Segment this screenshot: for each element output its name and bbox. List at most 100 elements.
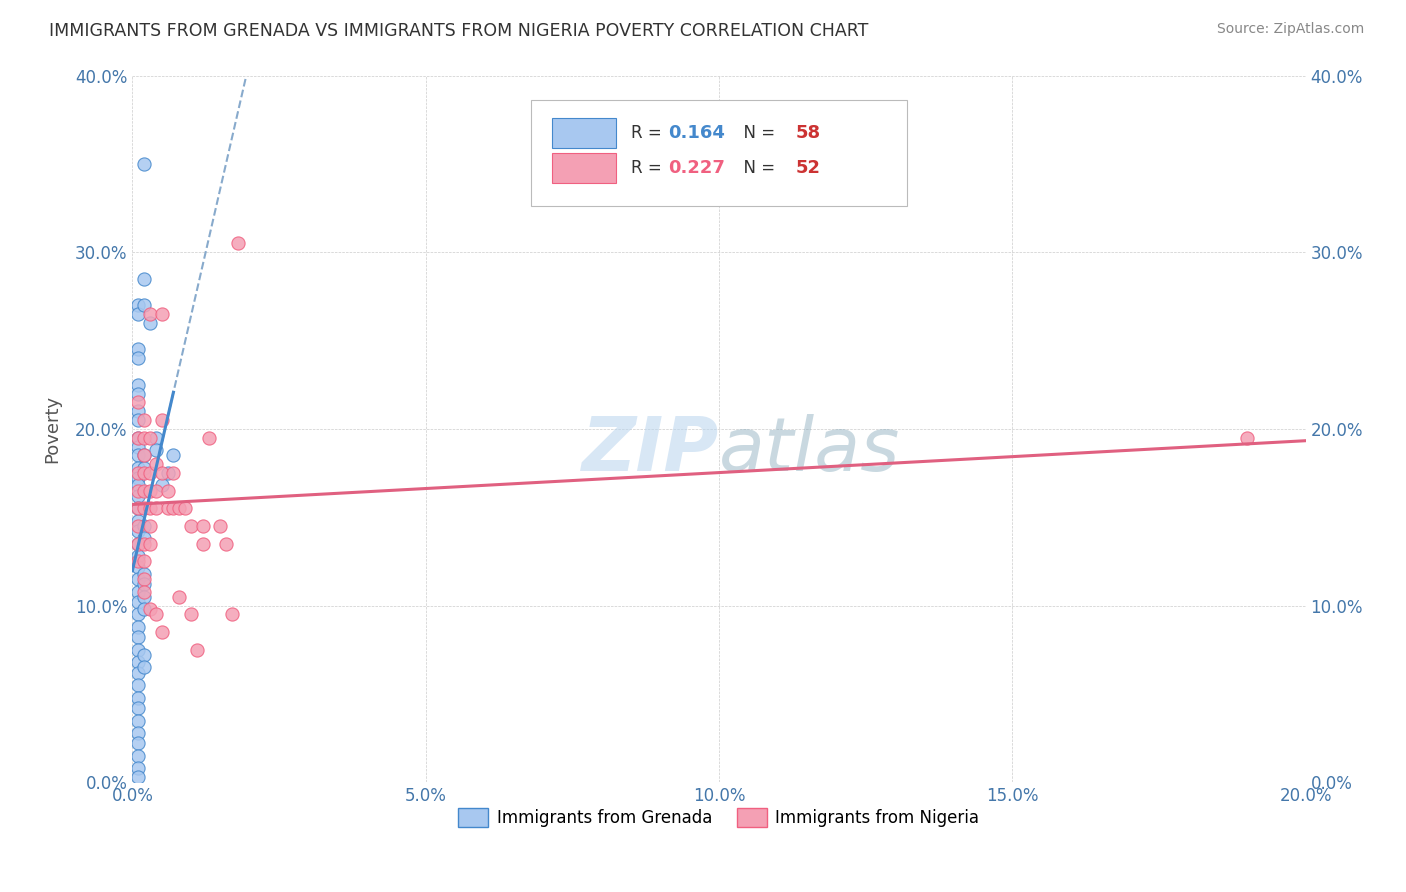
Point bbox=[132, 449, 155, 463]
Point bbox=[127, 471, 149, 485]
Point bbox=[139, 602, 162, 616]
Point bbox=[145, 501, 167, 516]
Text: 52: 52 bbox=[796, 159, 820, 178]
Point bbox=[169, 590, 191, 604]
Point bbox=[127, 478, 149, 492]
Point bbox=[127, 343, 149, 357]
Text: R =: R = bbox=[631, 124, 666, 142]
Point bbox=[139, 466, 162, 480]
Point bbox=[132, 157, 155, 171]
Point bbox=[145, 457, 167, 471]
Point bbox=[127, 690, 149, 705]
Point bbox=[127, 298, 149, 312]
Text: 0.227: 0.227 bbox=[668, 159, 725, 178]
Text: N =: N = bbox=[733, 124, 780, 142]
Point bbox=[127, 501, 149, 516]
Point bbox=[197, 431, 219, 445]
Point bbox=[127, 431, 149, 445]
Point bbox=[127, 489, 149, 503]
Point bbox=[226, 236, 249, 251]
Point bbox=[127, 413, 149, 427]
Point bbox=[150, 478, 173, 492]
Point bbox=[127, 537, 149, 551]
Point bbox=[127, 572, 149, 586]
Text: ZIP: ZIP bbox=[582, 414, 718, 487]
Point bbox=[127, 559, 149, 574]
Point bbox=[132, 602, 155, 616]
Point bbox=[127, 483, 149, 498]
Point bbox=[145, 443, 167, 458]
Point bbox=[127, 595, 149, 609]
Point bbox=[145, 431, 167, 445]
Point bbox=[221, 607, 243, 622]
Point bbox=[139, 537, 162, 551]
FancyBboxPatch shape bbox=[531, 100, 907, 206]
FancyBboxPatch shape bbox=[553, 153, 616, 183]
Point bbox=[162, 466, 184, 480]
Point bbox=[127, 377, 149, 392]
Text: R =: R = bbox=[631, 159, 666, 178]
Point bbox=[132, 483, 155, 498]
Point bbox=[127, 386, 149, 401]
Point bbox=[127, 549, 149, 564]
Point bbox=[139, 431, 162, 445]
Point bbox=[132, 460, 155, 475]
Point bbox=[127, 714, 149, 728]
Text: 0.164: 0.164 bbox=[668, 124, 725, 142]
Point bbox=[127, 701, 149, 715]
Text: 58: 58 bbox=[796, 124, 820, 142]
Point bbox=[127, 748, 149, 763]
Point bbox=[150, 625, 173, 640]
Point bbox=[127, 440, 149, 454]
Point bbox=[145, 483, 167, 498]
Point bbox=[132, 413, 155, 427]
Point bbox=[132, 660, 155, 674]
Text: N =: N = bbox=[733, 159, 780, 178]
Point bbox=[162, 501, 184, 516]
Point bbox=[191, 519, 214, 533]
Point bbox=[132, 501, 155, 516]
Point bbox=[127, 537, 149, 551]
Point bbox=[132, 537, 155, 551]
Point bbox=[127, 631, 149, 645]
Point bbox=[127, 607, 149, 622]
Point bbox=[150, 466, 173, 480]
Point bbox=[127, 584, 149, 599]
Point bbox=[186, 642, 208, 657]
Point bbox=[127, 665, 149, 680]
Point bbox=[127, 395, 149, 409]
Point bbox=[139, 519, 162, 533]
Point bbox=[132, 554, 155, 568]
Point bbox=[127, 514, 149, 528]
Point bbox=[191, 537, 214, 551]
Point bbox=[180, 607, 202, 622]
Point bbox=[139, 307, 162, 321]
Point bbox=[169, 501, 191, 516]
Point bbox=[127, 620, 149, 634]
Point bbox=[132, 577, 155, 591]
Legend: Immigrants from Grenada, Immigrants from Nigeria: Immigrants from Grenada, Immigrants from… bbox=[451, 802, 986, 834]
Point bbox=[209, 519, 232, 533]
Point bbox=[132, 466, 155, 480]
Point bbox=[127, 431, 149, 445]
Point bbox=[174, 501, 197, 516]
Point bbox=[127, 726, 149, 740]
Point bbox=[1236, 431, 1258, 445]
Point bbox=[127, 351, 149, 366]
Point bbox=[215, 537, 238, 551]
Point bbox=[132, 271, 155, 285]
Point bbox=[127, 642, 149, 657]
Point bbox=[132, 566, 155, 581]
Point bbox=[132, 590, 155, 604]
Point bbox=[139, 316, 162, 330]
Point bbox=[132, 519, 155, 533]
Text: Source: ZipAtlas.com: Source: ZipAtlas.com bbox=[1216, 22, 1364, 37]
Point bbox=[156, 466, 179, 480]
Point bbox=[127, 736, 149, 750]
Point bbox=[132, 584, 155, 599]
Point bbox=[127, 404, 149, 418]
Point bbox=[145, 607, 167, 622]
Point bbox=[156, 483, 179, 498]
Point bbox=[127, 307, 149, 321]
Point bbox=[127, 501, 149, 516]
